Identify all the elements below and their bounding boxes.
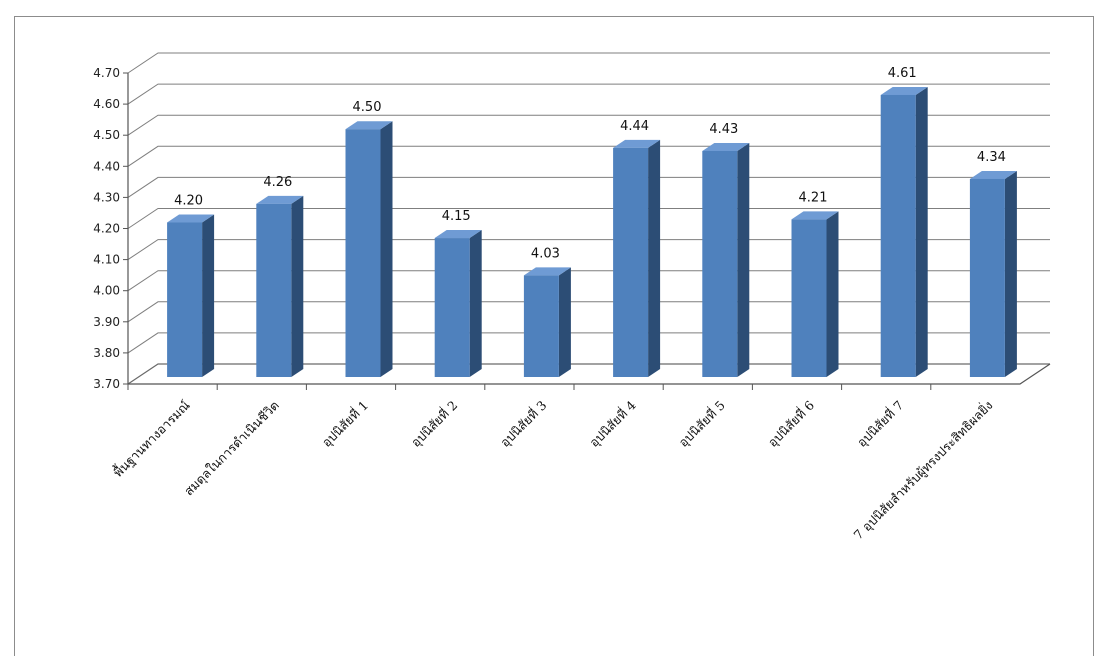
bar-front	[256, 203, 292, 377]
y-tick-label: 4.40	[93, 159, 120, 173]
category-label: อุปนิสัยที่ 2	[407, 397, 461, 451]
data-label: 4.03	[531, 246, 560, 261]
y-tick-label: 4.70	[93, 66, 120, 80]
data-label: 4.50	[353, 100, 382, 115]
y-tick-labels: 3.70 3.80 3.90 4.00 4.10 4.20 4.30 4.40 4.50 4.60…	[93, 66, 120, 391]
gridline	[127, 83, 1050, 105]
data-label: 4.44	[620, 119, 649, 134]
bar	[345, 121, 393, 377]
bar-side	[291, 195, 304, 377]
bar-top	[523, 267, 571, 276]
gridline	[127, 270, 1050, 292]
bar-top	[345, 121, 393, 130]
axes	[123, 72, 1051, 390]
bar	[256, 195, 304, 377]
category-label: อุปนิสัยที่ 4	[586, 397, 640, 451]
gridline	[127, 332, 1050, 354]
bar-front	[345, 129, 381, 377]
gridline	[127, 52, 1050, 74]
bar-top	[256, 195, 304, 204]
data-label: 4.43	[709, 122, 738, 137]
data-label: 4.61	[888, 66, 917, 81]
bar-top	[791, 211, 839, 220]
y-tick-label: 3.80	[93, 346, 120, 360]
gridline	[127, 145, 1050, 167]
bar-front	[791, 219, 827, 377]
bar-side	[202, 214, 215, 377]
category-label: อุปนิสัยที่ 3	[496, 397, 550, 451]
y-tick-label: 4.10	[93, 253, 120, 267]
data-label: 4.34	[977, 150, 1006, 165]
category-label: 7 อุปนิสัยสำหรับผู้ทรงประสิทธิผลยิ่ง	[850, 397, 996, 543]
bar-top	[969, 170, 1017, 179]
y-tick-label: 3.70	[93, 377, 120, 391]
data-label: 4.26	[263, 175, 292, 190]
data-label: 4.21	[799, 190, 828, 205]
category-label: อุปนิสัยที่ 1	[318, 397, 372, 451]
bar-side	[737, 142, 750, 377]
data-label: 4.20	[174, 194, 203, 209]
bar-front	[702, 150, 738, 377]
data-label: 4.15	[442, 209, 471, 224]
bar	[434, 230, 482, 377]
bar	[791, 211, 839, 377]
bar-top	[613, 139, 661, 148]
bar-top	[167, 214, 215, 223]
bar	[702, 142, 750, 377]
y-tick-label: 4.50	[93, 128, 120, 142]
y-tick-label: 3.90	[93, 315, 120, 329]
bar-top	[880, 86, 928, 95]
bar-side	[469, 230, 482, 377]
category-label: พื้นฐานทางอารมณ์	[109, 396, 193, 480]
x-axis-line	[128, 363, 1051, 385]
gridline	[127, 239, 1050, 261]
bar	[969, 170, 1017, 377]
category-labels: พื้นฐานทางอารมณ์สมดุลในการดำเนินชีวิต อุป…	[109, 396, 996, 543]
bar	[167, 214, 215, 377]
y-tick-label: 4.00	[93, 284, 120, 298]
gridline	[127, 363, 1050, 385]
y-tick-label: 4.30	[93, 190, 120, 204]
data-labels: 4.20 4.26 4.50 4.15 4.03 4.44 4.43 4.21 4.61 4.34	[174, 66, 1006, 261]
chart-frame	[14, 16, 1094, 656]
bar-top	[702, 142, 750, 151]
category-label: อุปนิสัยที่ 6	[764, 397, 818, 451]
bars	[167, 86, 1017, 378]
bar-side	[826, 211, 839, 377]
gridline	[127, 176, 1050, 198]
y-tick-label: 4.20	[93, 222, 120, 236]
bar	[880, 86, 928, 378]
bar-front	[969, 178, 1005, 377]
category-label: อุปนิสัยที่ 7	[853, 397, 907, 451]
bar-front	[613, 147, 649, 377]
bar-front	[434, 238, 470, 377]
bar	[523, 267, 571, 377]
gridline	[127, 114, 1050, 136]
bar-side	[380, 121, 393, 377]
bar	[613, 139, 661, 377]
bar-side	[648, 139, 661, 377]
category-label: อุปนิสัยที่ 5	[675, 397, 729, 451]
category-label: สมดุลในการดำเนินชีวิต	[181, 398, 283, 500]
bar-front	[880, 94, 916, 378]
bar-side	[558, 267, 571, 377]
y-tick-label: 4.60	[93, 97, 120, 111]
bar-side	[1004, 170, 1017, 377]
gridline	[127, 301, 1050, 323]
bar-front	[167, 222, 203, 377]
bar-top	[434, 230, 482, 239]
gridline	[127, 208, 1050, 229]
gridlines	[127, 52, 1050, 385]
bar-front	[523, 275, 559, 377]
bar-side	[915, 86, 928, 378]
